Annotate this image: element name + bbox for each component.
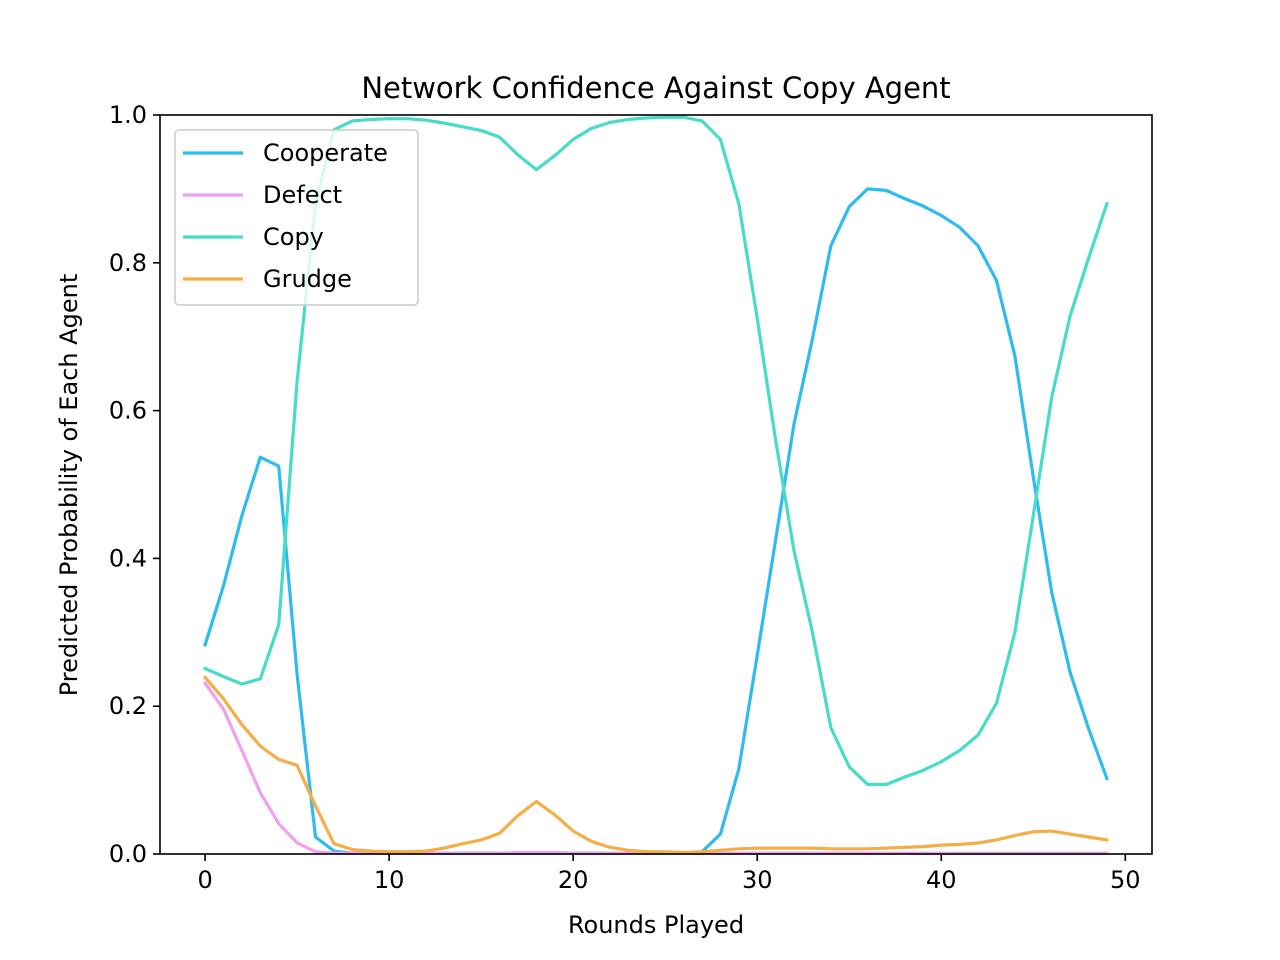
y-tick-label: 0.2 [109, 692, 147, 720]
y-tick-label: 0.4 [109, 544, 147, 572]
legend-frame [174, 129, 419, 306]
y-axis: 0.0 0.2 0.4 0.6 0.8 1.0 [109, 101, 160, 868]
y-tick-label: 0.0 [109, 840, 147, 868]
x-tick-label: 0 [197, 866, 212, 894]
chart-title: Network Confidence Against Copy Agent [361, 71, 950, 105]
x-tick-label: 30 [742, 866, 773, 894]
legend-label-copy: Copy [263, 223, 324, 251]
legend-label-defect: Defect [263, 181, 342, 209]
x-tick-label: 50 [1110, 866, 1141, 894]
y-axis-label: Predicted Probability of Each Agent [55, 274, 83, 697]
legend: Cooperate Defect Copy Grudge [174, 129, 419, 306]
plot-frame [159, 114, 1153, 855]
legend-label-cooperate: Cooperate [263, 139, 388, 167]
y-tick-label: 1.0 [109, 101, 147, 129]
y-tick-label: 0.8 [109, 249, 147, 277]
x-tick-label: 20 [558, 866, 589, 894]
y-tick-label: 0.6 [109, 397, 147, 425]
legend-label-grudge: Grudge [263, 265, 352, 293]
x-axis-label: Rounds Played [568, 911, 744, 939]
x-tick-label: 10 [374, 866, 405, 894]
x-tick-label: 40 [926, 866, 957, 894]
series-line-copy [202, 115, 1109, 787]
x-axis: 0 10 20 30 40 50 [197, 854, 1141, 894]
series-line-grudge [202, 675, 1109, 855]
